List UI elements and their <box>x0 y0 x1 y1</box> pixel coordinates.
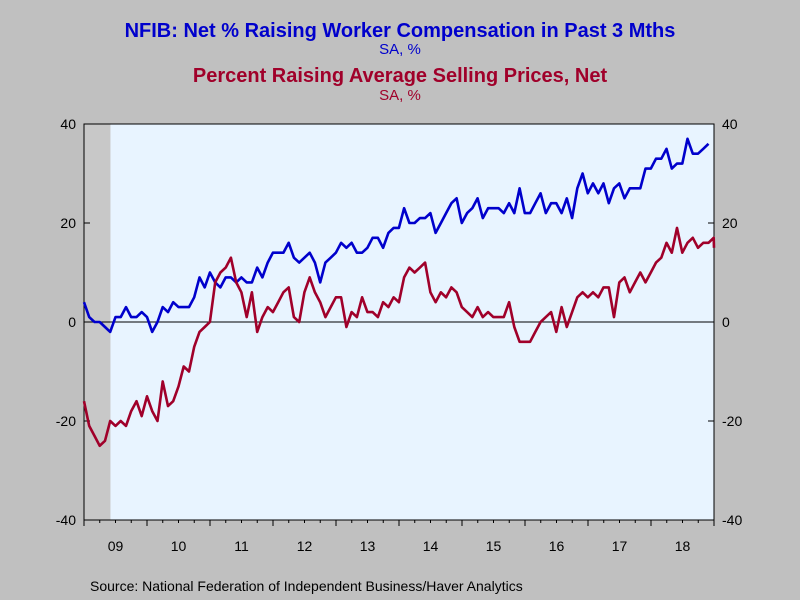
left-axis-unit-label: SA, % <box>379 41 421 58</box>
y-right-tick-label: -40 <box>722 512 742 528</box>
y-left-tick-label: 0 <box>68 314 76 330</box>
y-left-tick-label: 40 <box>60 116 76 132</box>
x-tick-label: 10 <box>171 538 187 554</box>
x-tick-label: 18 <box>675 538 691 554</box>
x-tick-label: 16 <box>549 538 565 554</box>
x-tick-label: 13 <box>360 538 376 554</box>
x-tick-label: 12 <box>297 538 313 554</box>
x-tick-label: 14 <box>423 538 439 554</box>
y-right-tick-label: 0 <box>722 314 730 330</box>
y-left-tick-label: -40 <box>56 512 76 528</box>
x-tick-label: 17 <box>612 538 628 554</box>
chart-title-secondary: Percent Raising Average Selling Prices, … <box>192 65 608 87</box>
x-tick-label: 11 <box>234 538 249 554</box>
y-left-tick-label: -20 <box>56 413 76 429</box>
y-left-tick-label: 20 <box>60 215 76 231</box>
right-axis-unit-label: SA, % <box>379 87 421 104</box>
x-tick-label: 09 <box>108 538 124 554</box>
y-right-tick-label: 40 <box>722 116 738 132</box>
series-selling-prices-line <box>82 226 716 448</box>
chart-title-primary: NFIB: Net % Raising Worker Compensation … <box>124 20 676 42</box>
x-tick-label: 15 <box>486 538 502 554</box>
series-worker-compensation-line <box>82 137 710 334</box>
y-right-tick-label: 20 <box>722 215 738 231</box>
source-note: Source: National Federation of Independe… <box>90 578 523 594</box>
y-right-tick-label: -20 <box>722 413 742 429</box>
